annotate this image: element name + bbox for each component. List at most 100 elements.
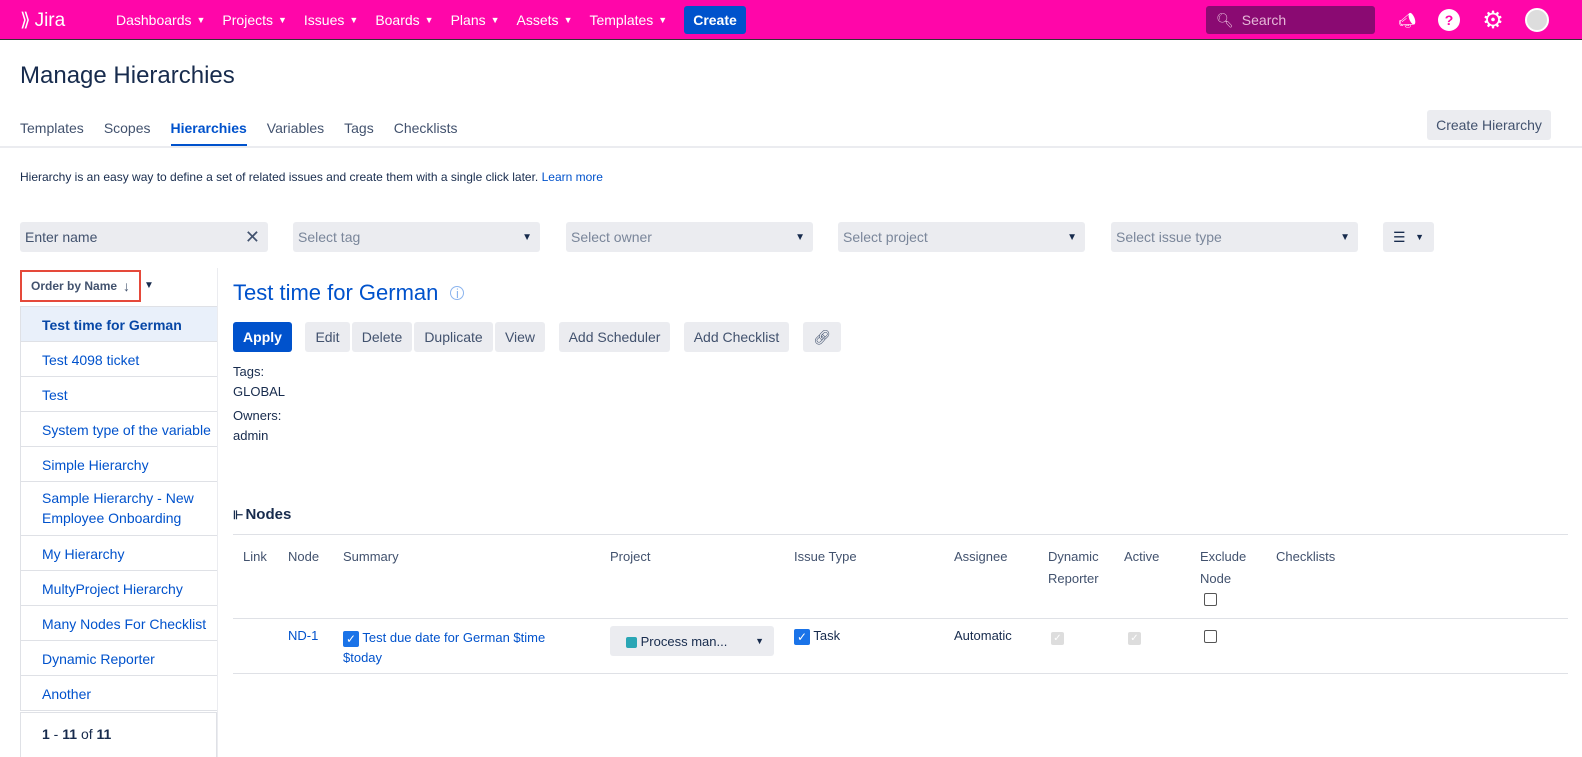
node-id[interactable]: ND-1 (288, 628, 319, 643)
menu-plans[interactable]: Plans ▼ (450, 12, 500, 28)
arrow-down-icon: ↓ (123, 278, 131, 294)
summary-link[interactable]: ✓ Test due date for German $time $today (343, 630, 546, 665)
learn-more-link[interactable]: Learn more (541, 170, 603, 184)
chevron-down-icon: ▼ (755, 636, 764, 646)
table-divider (233, 618, 1568, 619)
menu-boards[interactable]: Boards ▼ (375, 12, 434, 28)
description: Hierarchy is an easy way to define a set… (20, 170, 603, 184)
columns-icon: ☰ (1393, 228, 1406, 245)
create-hierarchy-button[interactable]: Create Hierarchy (1427, 110, 1551, 140)
list-item[interactable]: Simple Hierarchy (20, 447, 217, 482)
jira-logo[interactable]: ⟫ Jira (20, 9, 66, 32)
chevron-down-icon: ▼ (196, 15, 206, 25)
gear-icon[interactable]: ⚙ (1482, 6, 1504, 34)
col-active: Active (1124, 549, 1160, 564)
list-item[interactable]: Dynamic Reporter (20, 641, 217, 676)
tab-checklists[interactable]: Checklists (393, 120, 458, 136)
list-item[interactable]: Test time for German (20, 307, 217, 342)
page-title: Manage Hierarchies (20, 62, 235, 89)
hierarchy-icon: ⊩ (233, 507, 244, 522)
exclude-all-checkbox[interactable] (1204, 591, 1217, 607)
tag-select[interactable]: Select tag ▼ (293, 222, 540, 252)
chevron-down-icon: ▼ (1415, 232, 1424, 242)
chevron-down-icon: ▼ (1340, 231, 1350, 243)
help-icon[interactable]: ? (1438, 9, 1460, 31)
edit-button[interactable]: Edit (305, 322, 350, 352)
nodes-heading: ⊩ Nodes (233, 506, 292, 523)
menu-projects[interactable]: Projects ▼ (222, 12, 287, 28)
search-input[interactable]: 🔍︎ Search (1206, 6, 1375, 34)
hierarchy-list: Test time for German Test 4098 ticket Te… (20, 306, 217, 711)
list-item[interactable]: Test (20, 377, 217, 412)
list-item[interactable]: Test 4098 ticket (20, 342, 217, 377)
project-avatar-icon (626, 636, 637, 648)
tags-value: GLOBAL (233, 384, 286, 399)
view-button[interactable]: View (495, 322, 545, 352)
apply-button[interactable]: Apply (233, 322, 292, 352)
list-item[interactable]: MultyProject Hierarchy (20, 571, 217, 606)
tab-templates[interactable]: Templates (20, 120, 84, 136)
col-project: Project (610, 549, 651, 564)
list-item[interactable]: System type of the variable (20, 412, 217, 447)
chevron-down-icon: ▼ (1067, 231, 1077, 243)
assignee: Automatic (954, 628, 1012, 643)
list-item[interactable]: Sample Hierarchy - New Employee Onboardi… (20, 482, 217, 536)
active-checkbox: ✓ (1128, 629, 1141, 645)
link-icon: 🔗︎ (813, 328, 831, 345)
duplicate-button[interactable]: Duplicate (414, 322, 493, 352)
jira-logo-icon: ⟫ (20, 10, 31, 31)
megaphone-icon[interactable]: 📣︎ (1398, 11, 1416, 28)
chevron-down-icon: ▼ (349, 15, 359, 25)
table-divider (233, 673, 1568, 674)
project-select[interactable]: Select project ▼ (838, 222, 1085, 252)
main-menu: Dashboards ▼ Projects ▼ Issues ▼ Boards ▼ Pl… (116, 0, 684, 40)
owners-value: admin (233, 428, 269, 443)
summary-checkbox[interactable]: ✓ (343, 630, 359, 647)
chevron-down-icon: ▼ (563, 15, 573, 25)
search-icon: 🔍︎ (1216, 11, 1234, 28)
add-checklist-button[interactable]: Add Checklist (684, 322, 789, 352)
tab-tags[interactable]: Tags (344, 120, 374, 136)
list-item[interactable]: My Hierarchy (20, 536, 217, 571)
owner-select[interactable]: Select owner ▼ (566, 222, 813, 252)
list-item[interactable]: Many Nodes For Checklist (20, 606, 217, 641)
col-node: Node (288, 549, 320, 564)
col-link: Link (243, 549, 267, 564)
menu-dashboards[interactable]: Dashboards ▼ (116, 12, 206, 28)
list-item[interactable]: Another (20, 676, 217, 711)
clear-icon[interactable]: ✕ (244, 226, 260, 247)
link-button[interactable]: 🔗︎ (803, 322, 841, 352)
exclude-node-checkbox[interactable] (1204, 628, 1217, 644)
tab-scopes[interactable]: Scopes (103, 120, 151, 136)
chevron-down-icon: ▼ (278, 15, 287, 25)
create-button[interactable]: Create (684, 6, 746, 34)
add-scheduler-button[interactable]: Add Scheduler (559, 322, 670, 352)
issue-type-select[interactable]: Select issue type ▼ (1111, 222, 1358, 252)
col-exclude-node: Exclude Node (1200, 549, 1247, 586)
pagination: 1 - 11 of 11 (20, 712, 217, 757)
tab-variables[interactable]: Variables (266, 120, 325, 136)
avatar[interactable] (1525, 8, 1549, 32)
sidebar-divider (217, 268, 218, 757)
task-icon: ✓ (794, 628, 810, 645)
divider (0, 146, 1582, 148)
info-icon[interactable]: i (450, 286, 465, 301)
delete-button[interactable]: Delete (352, 322, 412, 352)
layout-toggle-button[interactable]: ☰ ▼ (1383, 222, 1434, 252)
project-select[interactable]: Process man... ▼ (610, 626, 774, 656)
menu-templates[interactable]: Templates ▼ (589, 12, 668, 28)
order-by-button[interactable]: Order by Name ↓ (20, 270, 141, 302)
table-divider (233, 534, 1568, 535)
hierarchy-title: Test time for German i (233, 280, 465, 306)
chevron-down-icon: ▼ (522, 231, 532, 243)
chevron-down-icon: ▼ (490, 15, 500, 25)
tags-label: Tags: (233, 364, 265, 379)
tab-hierarchies[interactable]: Hierarchies (170, 120, 247, 146)
dynamic-reporter-checkbox: ✓ (1051, 629, 1064, 645)
menu-issues[interactable]: Issues ▼ (303, 12, 359, 28)
tabs: Templates Scopes Hierarchies Variables T… (20, 120, 458, 146)
top-nav: ⟫ Jira Dashboards ▼ Projects ▼ Issues ▼ Boar… (0, 0, 1582, 40)
menu-assets[interactable]: Assets ▼ (516, 12, 573, 28)
name-filter-input[interactable]: Enter name ✕ (20, 222, 268, 252)
order-chevron-icon[interactable]: ▼ (144, 280, 154, 291)
